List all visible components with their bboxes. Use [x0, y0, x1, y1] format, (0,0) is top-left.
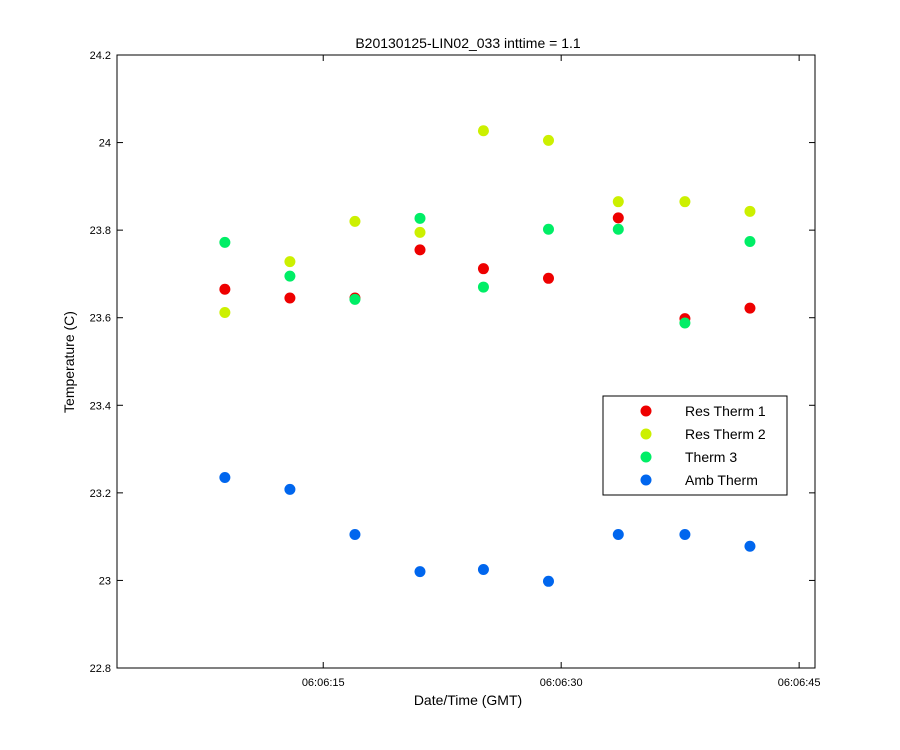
data-point-res-therm-2: [219, 306, 231, 318]
data-point-res-therm-1: [414, 244, 426, 256]
y-tick-label: 23.2: [90, 488, 111, 500]
data-point-therm-3: [679, 317, 691, 329]
y-axis-label: Temperature (C): [61, 311, 77, 413]
data-point-res-therm-2: [477, 125, 489, 137]
y-tick-label: 23.8: [90, 225, 111, 237]
data-point-res-therm-2: [284, 256, 296, 268]
data-point-amb-therm: [284, 483, 296, 495]
data-point-amb-therm: [414, 566, 426, 578]
plot-frame: [116, 54, 816, 669]
data-point-therm-3: [284, 270, 296, 282]
x-tick-label: 06:06:45: [778, 677, 821, 689]
data-point-res-therm-1: [612, 212, 624, 224]
data-point-res-therm-2: [744, 205, 756, 217]
data-point-res-therm-2: [414, 226, 426, 238]
legend-label-res-therm-2: Res Therm 2: [685, 426, 766, 442]
data-point-therm-3: [477, 281, 489, 293]
legend: Res Therm 1 Res Therm 2 Therm 3 Amb Therm: [602, 395, 788, 496]
data-point-res-therm-2: [679, 196, 691, 208]
data-point-amb-therm: [349, 528, 361, 540]
legend-marker-res-therm-2: [640, 428, 652, 440]
plot-area: 22.8 23 23.2 23.4 23.6 23.8 24 24.2 06:06:15 06:0…: [90, 50, 821, 689]
data-point-therm-3: [414, 212, 426, 224]
data-point-amb-therm: [219, 472, 231, 484]
y-tick-label: 24.2: [90, 50, 111, 62]
legend-box: [602, 395, 788, 496]
legend-marker-amb-therm: [640, 474, 652, 486]
data-point-res-therm-2: [542, 134, 554, 146]
data-point-res-therm-1: [542, 272, 554, 284]
y-tick-label: 23: [99, 575, 111, 587]
data-point-therm-3: [612, 223, 624, 235]
data-point-res-therm-1: [284, 292, 296, 304]
legend-marker-therm-3: [640, 451, 652, 463]
y-tick-label: 22.8: [90, 663, 111, 675]
x-axis-label: Date/Time (GMT): [414, 692, 522, 708]
data-point-res-therm-1: [744, 302, 756, 314]
data-point-res-therm-1: [219, 283, 231, 295]
legend-label-therm-3: Therm 3: [685, 449, 737, 465]
data-point-amb-therm: [542, 575, 554, 587]
chart-title: B20130125-LIN02_033 inttime = 1.1: [355, 35, 581, 51]
data-point-therm-3: [542, 223, 554, 235]
y-tick-label: 24: [99, 138, 111, 150]
data-point-therm-3: [349, 293, 361, 305]
y-tick-label: 23.4: [90, 400, 111, 412]
data-point-therm-3: [744, 236, 756, 248]
data-point-res-therm-2: [349, 215, 361, 227]
legend-label-res-therm-1: Res Therm 1: [685, 403, 766, 419]
data-point-res-therm-1: [477, 263, 489, 275]
data-point-amb-therm: [477, 563, 489, 575]
data-point-amb-therm: [744, 540, 756, 552]
x-tick-label: 06:06:30: [540, 677, 583, 689]
x-tick-label: 06:06:15: [302, 677, 345, 689]
data-point-amb-therm: [679, 528, 691, 540]
data-point-therm-3: [219, 236, 231, 248]
data-point-res-therm-2: [612, 196, 624, 208]
data-point-amb-therm: [612, 528, 624, 540]
y-tick-label: 23.6: [90, 313, 111, 325]
legend-label-amb-therm: Amb Therm: [685, 472, 758, 488]
legend-marker-res-therm-1: [640, 405, 652, 417]
